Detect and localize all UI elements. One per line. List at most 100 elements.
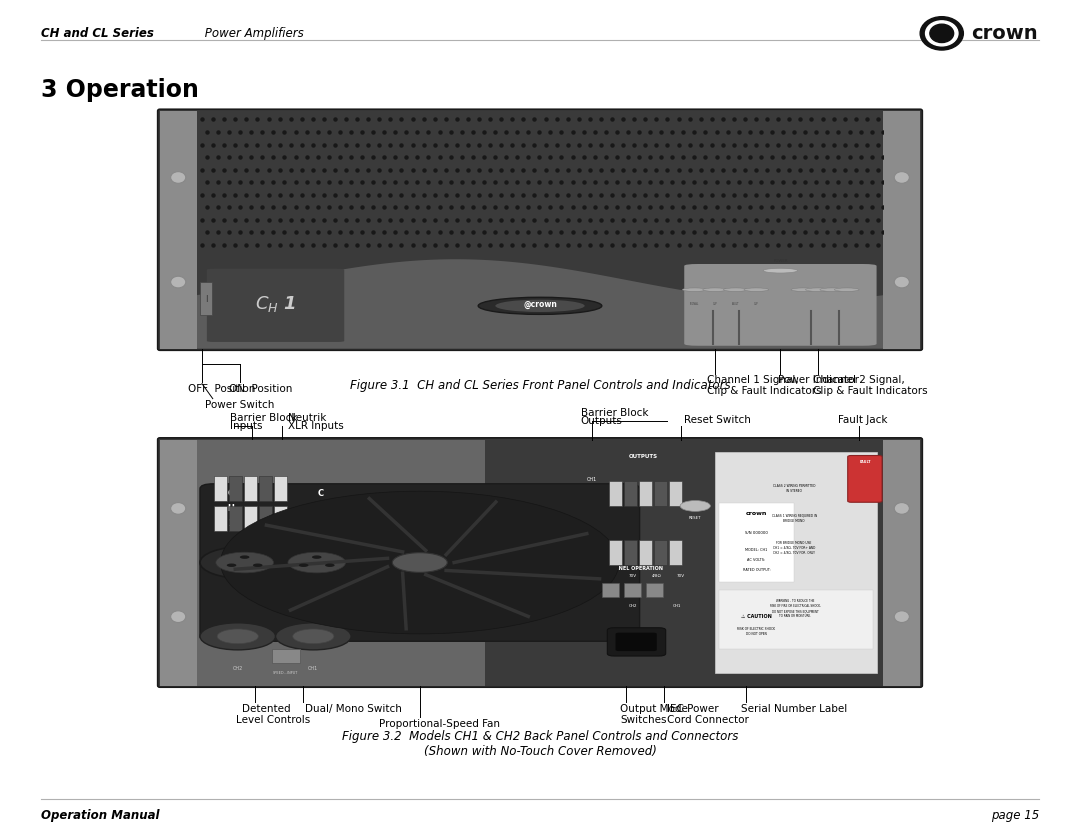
Circle shape <box>216 552 273 573</box>
Circle shape <box>171 503 186 515</box>
Text: Barrier Block: Barrier Block <box>230 413 297 423</box>
Circle shape <box>240 555 249 559</box>
Bar <box>244 506 257 530</box>
Circle shape <box>724 288 748 291</box>
Circle shape <box>894 172 909 183</box>
Bar <box>639 481 652 506</box>
Circle shape <box>806 288 831 291</box>
Text: 70V: 70V <box>629 575 637 578</box>
Bar <box>229 476 242 501</box>
FancyBboxPatch shape <box>158 109 922 350</box>
Text: SIGNAL: SIGNAL <box>690 302 699 306</box>
FancyBboxPatch shape <box>685 264 877 346</box>
Text: Outputs: Outputs <box>581 416 622 426</box>
Bar <box>624 540 637 565</box>
Text: ⚠ CAUTION: ⚠ CAUTION <box>741 614 772 619</box>
Text: Serial Number Label: Serial Number Label <box>741 704 847 714</box>
Text: RESET: RESET <box>689 516 702 520</box>
Text: 2: 2 <box>228 519 233 528</box>
Text: Fault Jack: Fault Jack <box>838 414 888 425</box>
Text: Output Mode: Output Mode <box>620 704 688 714</box>
Circle shape <box>894 276 909 288</box>
Text: OFF  Position: OFF Position <box>188 384 255 394</box>
Text: Channel 1 Signal,: Channel 1 Signal, <box>706 375 798 385</box>
Text: Cord Connector: Cord Connector <box>666 715 748 725</box>
Text: Power Switch: Power Switch <box>205 400 274 410</box>
Text: 1: 1 <box>318 519 323 528</box>
Bar <box>639 540 652 565</box>
Circle shape <box>299 564 309 567</box>
Text: C: C <box>318 490 323 498</box>
Polygon shape <box>197 259 883 349</box>
Circle shape <box>171 610 186 622</box>
Circle shape <box>171 172 186 183</box>
Circle shape <box>920 17 963 50</box>
Bar <box>160 440 197 686</box>
Text: Clip & Fault Indicators: Clip & Fault Indicators <box>813 386 928 396</box>
Text: CLASS 1 WIRING REQUIRED IN
BRIDGE MONO: CLASS 1 WIRING REQUIRED IN BRIDGE MONO <box>771 514 816 523</box>
FancyBboxPatch shape <box>616 633 657 651</box>
Circle shape <box>200 623 275 650</box>
Bar <box>670 481 683 506</box>
Text: CH2: CH2 <box>232 666 243 671</box>
Text: 70V: 70V <box>677 575 685 578</box>
Text: FOR BRIDGE MONO USE
CH1 = 4/8Ω, 70V FOR+ AND
CH2 = 4/8Ω, 70V FOR- ONLY: FOR BRIDGE MONO USE CH1 = 4/8Ω, 70V FOR+… <box>773 540 815 555</box>
Text: SPEED...INPUT: SPEED...INPUT <box>273 671 298 676</box>
Text: Reset Switch: Reset Switch <box>684 414 751 425</box>
Circle shape <box>220 491 619 634</box>
Circle shape <box>835 288 859 291</box>
Text: CH2: CH2 <box>629 604 637 608</box>
Circle shape <box>894 610 909 622</box>
Bar <box>654 540 667 565</box>
FancyBboxPatch shape <box>607 628 665 656</box>
Text: 4/8Ω: 4/8Ω <box>604 575 613 578</box>
Bar <box>244 476 257 501</box>
Circle shape <box>930 24 954 43</box>
Text: Barrier Block: Barrier Block <box>581 408 648 418</box>
Text: C: C <box>228 490 234 498</box>
Bar <box>715 452 877 673</box>
Text: crown: crown <box>971 24 1038 43</box>
Text: AC VOLTS:: AC VOLTS: <box>747 558 766 562</box>
Text: 4/8Ω: 4/8Ω <box>652 575 662 578</box>
Bar <box>609 481 622 506</box>
Text: POWER: POWER <box>773 259 787 264</box>
Bar <box>624 481 637 506</box>
Circle shape <box>312 555 322 559</box>
Bar <box>646 584 663 597</box>
Circle shape <box>275 623 351 650</box>
Bar <box>160 111 197 349</box>
Circle shape <box>288 552 346 573</box>
Text: Operation Manual: Operation Manual <box>41 809 160 822</box>
Bar <box>718 504 794 582</box>
Text: FAULT: FAULT <box>860 460 870 464</box>
Text: CH2: CH2 <box>586 536 596 541</box>
FancyBboxPatch shape <box>200 484 639 641</box>
Bar <box>214 506 227 530</box>
Text: Neutrik: Neutrik <box>287 413 326 423</box>
Text: Detented: Detented <box>242 704 291 714</box>
Bar <box>214 476 227 501</box>
Text: OUTPUTS: OUTPUTS <box>629 455 658 460</box>
Text: S/N 000000: S/N 000000 <box>745 531 768 535</box>
Text: FAULT: FAULT <box>732 302 740 306</box>
Text: Power Indicator: Power Indicator <box>779 375 860 385</box>
FancyBboxPatch shape <box>848 455 882 502</box>
Text: I: I <box>205 294 207 304</box>
Text: Dual/ Mono Switch: Dual/ Mono Switch <box>306 704 402 714</box>
Bar <box>200 282 213 315</box>
Bar <box>654 481 667 506</box>
Text: (Shown with No-Touch Cover Removed): (Shown with No-Touch Cover Removed) <box>423 745 657 758</box>
Text: RISK OF ELECTRIC SHOCK
DO NOT OPEN: RISK OF ELECTRIC SHOCK DO NOT OPEN <box>738 627 775 636</box>
Circle shape <box>926 21 958 46</box>
Circle shape <box>227 564 237 567</box>
Text: Clip & Fault Indicators: Clip & Fault Indicators <box>706 386 821 396</box>
Circle shape <box>253 564 262 567</box>
Bar <box>609 540 622 565</box>
Text: Proportional-Speed Fan: Proportional-Speed Fan <box>379 719 500 729</box>
Bar <box>197 440 485 686</box>
Text: ON  Position: ON Position <box>229 384 293 394</box>
Bar <box>259 476 272 501</box>
Circle shape <box>683 288 707 291</box>
Text: CLP: CLP <box>754 302 758 306</box>
